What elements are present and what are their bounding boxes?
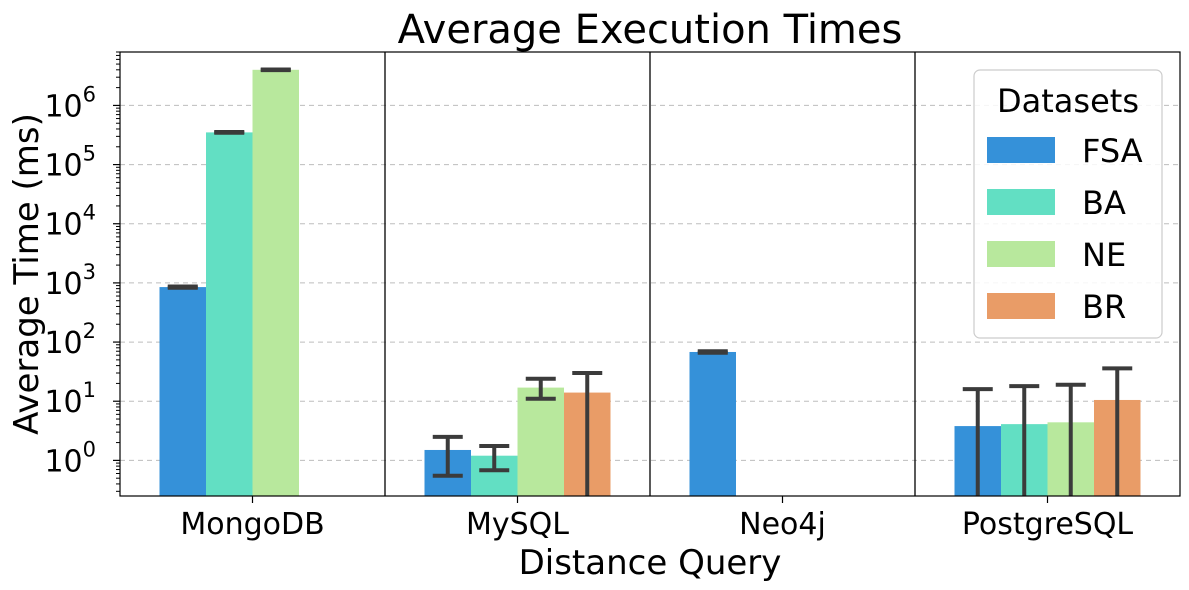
y-tick-exponent: 3 <box>83 260 96 284</box>
y-tick-label: 104 <box>44 201 96 243</box>
legend-label-fsa: FSA <box>1082 132 1143 170</box>
y-tick-label: 106 <box>44 82 96 124</box>
group-separators <box>384 52 916 496</box>
y-tick-label: 102 <box>44 319 96 361</box>
bar-ba <box>206 132 253 496</box>
bar-fsa <box>159 287 206 496</box>
legend-label-ne: NE <box>1082 236 1126 274</box>
y-tick-exponent: 4 <box>83 201 96 225</box>
x-tick-label: PostgreSQL <box>962 507 1134 542</box>
error-bars <box>167 67 1133 496</box>
y-tick-exponent: 5 <box>83 142 96 166</box>
x-tick-label: Neo4j <box>739 507 826 542</box>
y-tick-exponent: 1 <box>83 378 96 402</box>
legend-label-br: BR <box>1082 288 1126 326</box>
bar-ne <box>252 69 299 496</box>
y-tick-exponent: 0 <box>83 437 96 461</box>
x-axis-label: Distance Query <box>519 543 782 583</box>
x-tick-label: MongoDB <box>180 507 324 542</box>
y-tick-label: 103 <box>44 260 96 302</box>
y-tick-label: 100 <box>44 437 96 479</box>
bar-ne <box>517 387 564 496</box>
chart-title: Average Execution Times <box>398 7 903 53</box>
y-tick-exponent: 6 <box>83 82 96 106</box>
bar-fsa <box>689 351 736 496</box>
legend-title: Datasets <box>997 82 1139 120</box>
legend-swatch-fsa <box>987 137 1055 163</box>
plot-frame <box>119 51 1181 497</box>
y-axis-label: Average Time (ms) <box>7 113 47 435</box>
y-tick-exponent: 2 <box>83 319 96 343</box>
legend-label-ba: BA <box>1082 184 1126 222</box>
x-axis-ticks: MongoDB MySQL Neo4j PostgreSQL <box>180 496 1133 542</box>
legend-swatch-ne <box>987 241 1055 267</box>
legend-swatch-ba <box>987 189 1055 215</box>
x-tick-label: MySQL <box>466 507 569 542</box>
legend-swatch-br <box>987 293 1055 319</box>
y-tick-label: 105 <box>44 142 96 184</box>
legend: Datasets FSA BA NE BR <box>973 69 1163 339</box>
y-tick-label: 101 <box>44 378 96 420</box>
